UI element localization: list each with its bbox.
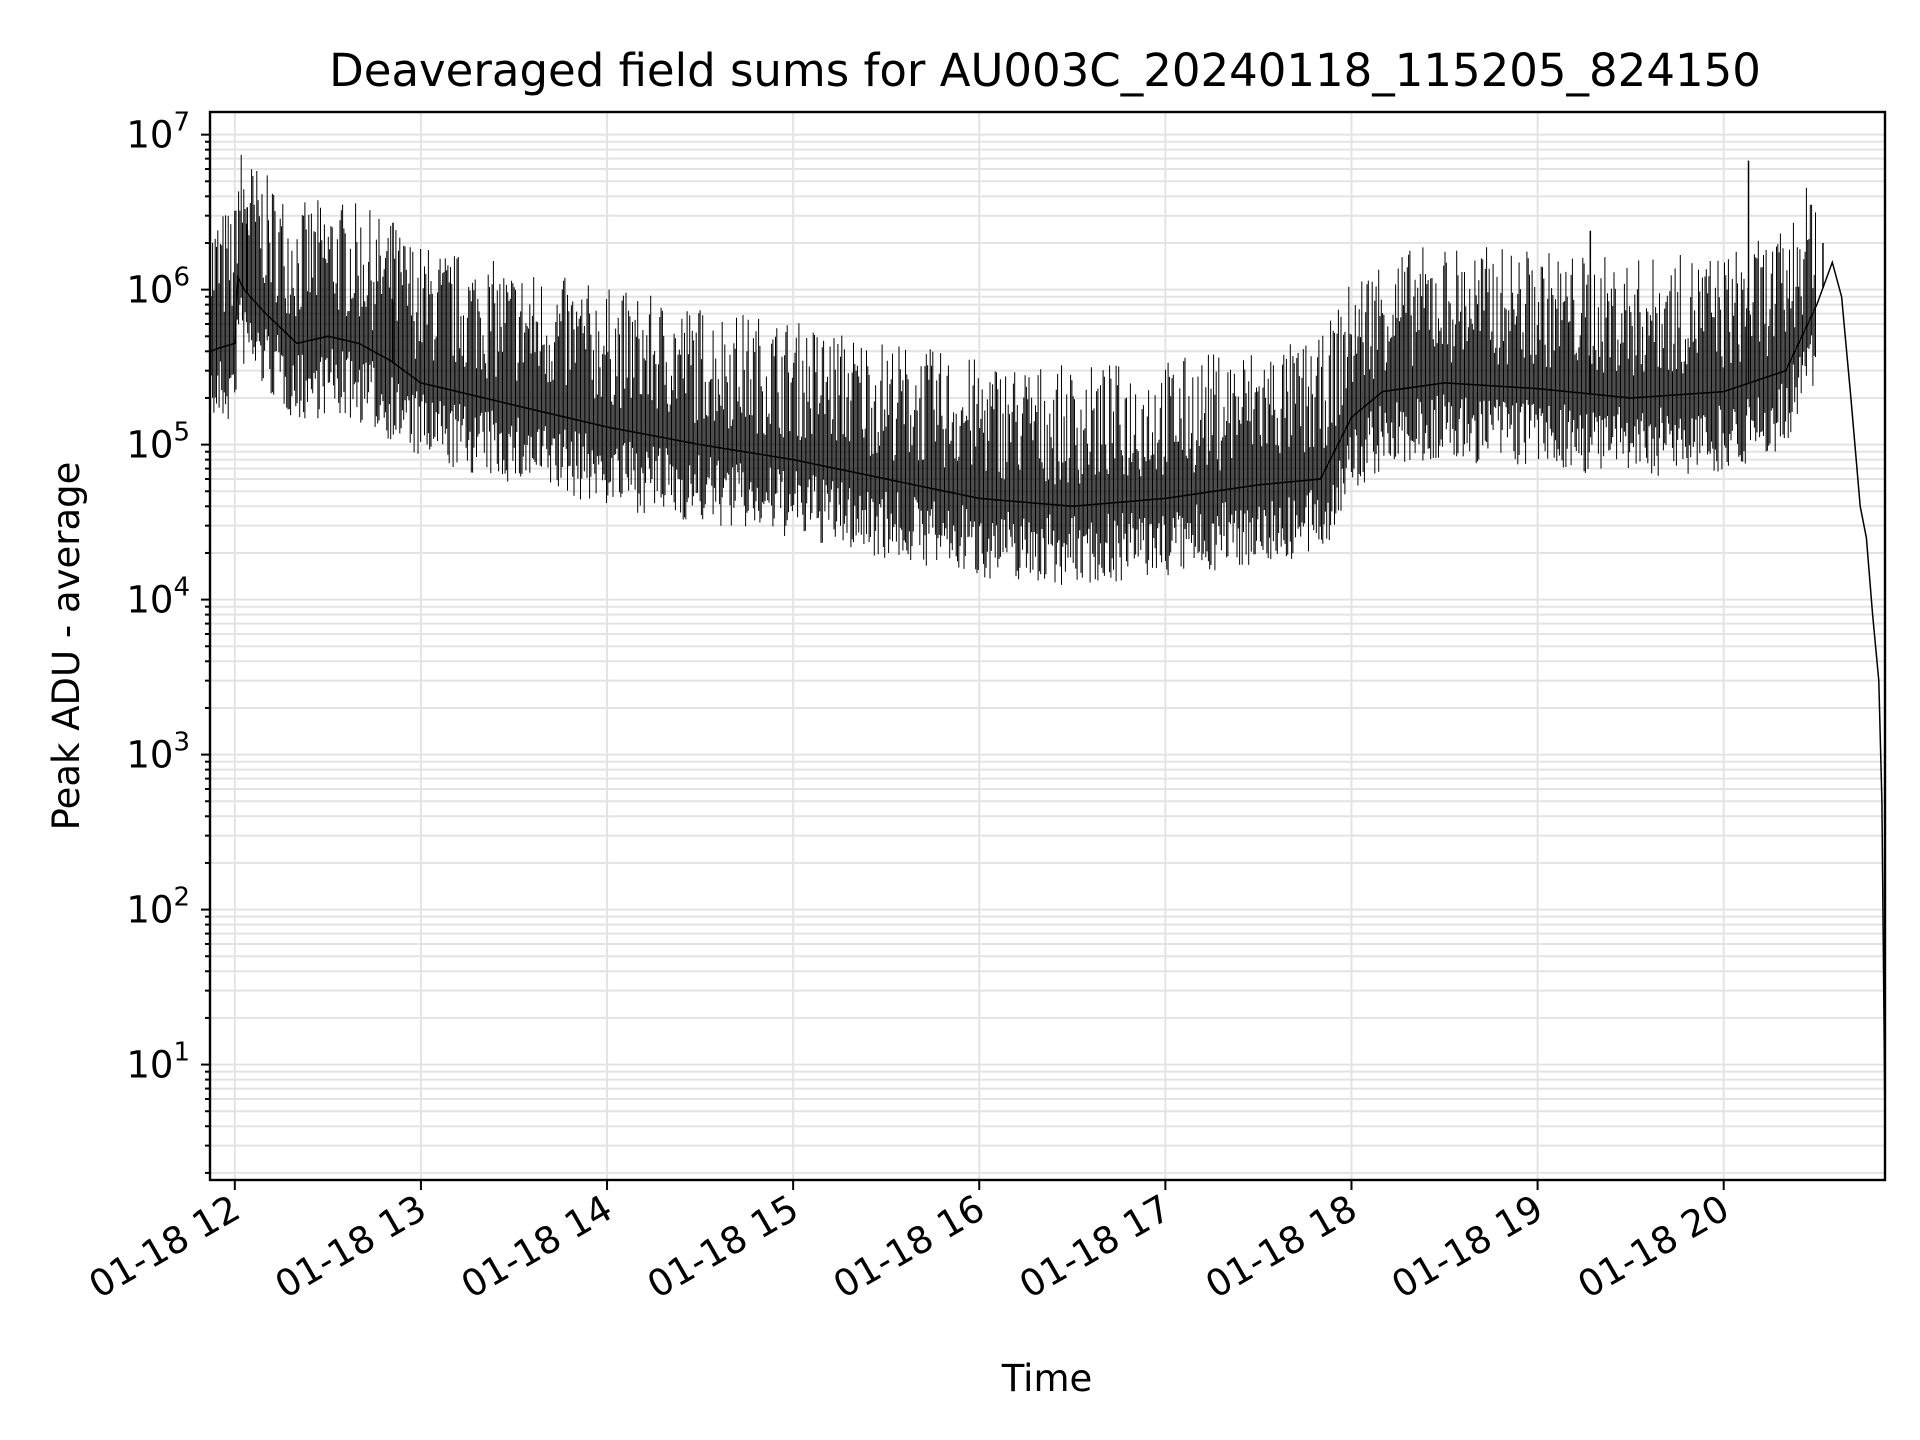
y-tick-exponent: 1 [173,1038,190,1068]
y-tick-exponent: 2 [173,883,190,913]
y-tick-base: 10 [126,1044,173,1087]
y-tick-label: 102 [126,883,190,932]
y-tick-label: 107 [126,108,190,157]
y-axis-label: Peak ADU - average [45,462,88,831]
y-tick-exponent: 7 [173,108,190,138]
series-layer [209,154,1886,1127]
y-tick-base: 10 [126,424,173,467]
y-tick-base: 10 [126,114,173,157]
y-tick-label: 106 [126,263,190,312]
grid [210,112,1885,1180]
y-tick-base: 10 [126,734,173,777]
chart-title: Deaveraged field sums for AU003C_2024011… [329,44,1761,97]
y-tick-label: 105 [126,418,190,467]
y-tick-base: 10 [126,269,173,312]
y-tick-exponent: 3 [173,728,190,758]
y-tick-label: 103 [126,728,190,777]
y-tick-base: 10 [126,889,173,932]
x-axis-label: Time [1001,1357,1093,1400]
y-tick-base: 10 [126,579,173,622]
y-tick-exponent: 4 [173,573,190,603]
y-tick-exponent: 5 [173,418,190,448]
y-tick-label: 101 [126,1038,190,1087]
y-tick-label: 104 [126,573,190,622]
y-tick-exponent: 6 [173,263,190,293]
